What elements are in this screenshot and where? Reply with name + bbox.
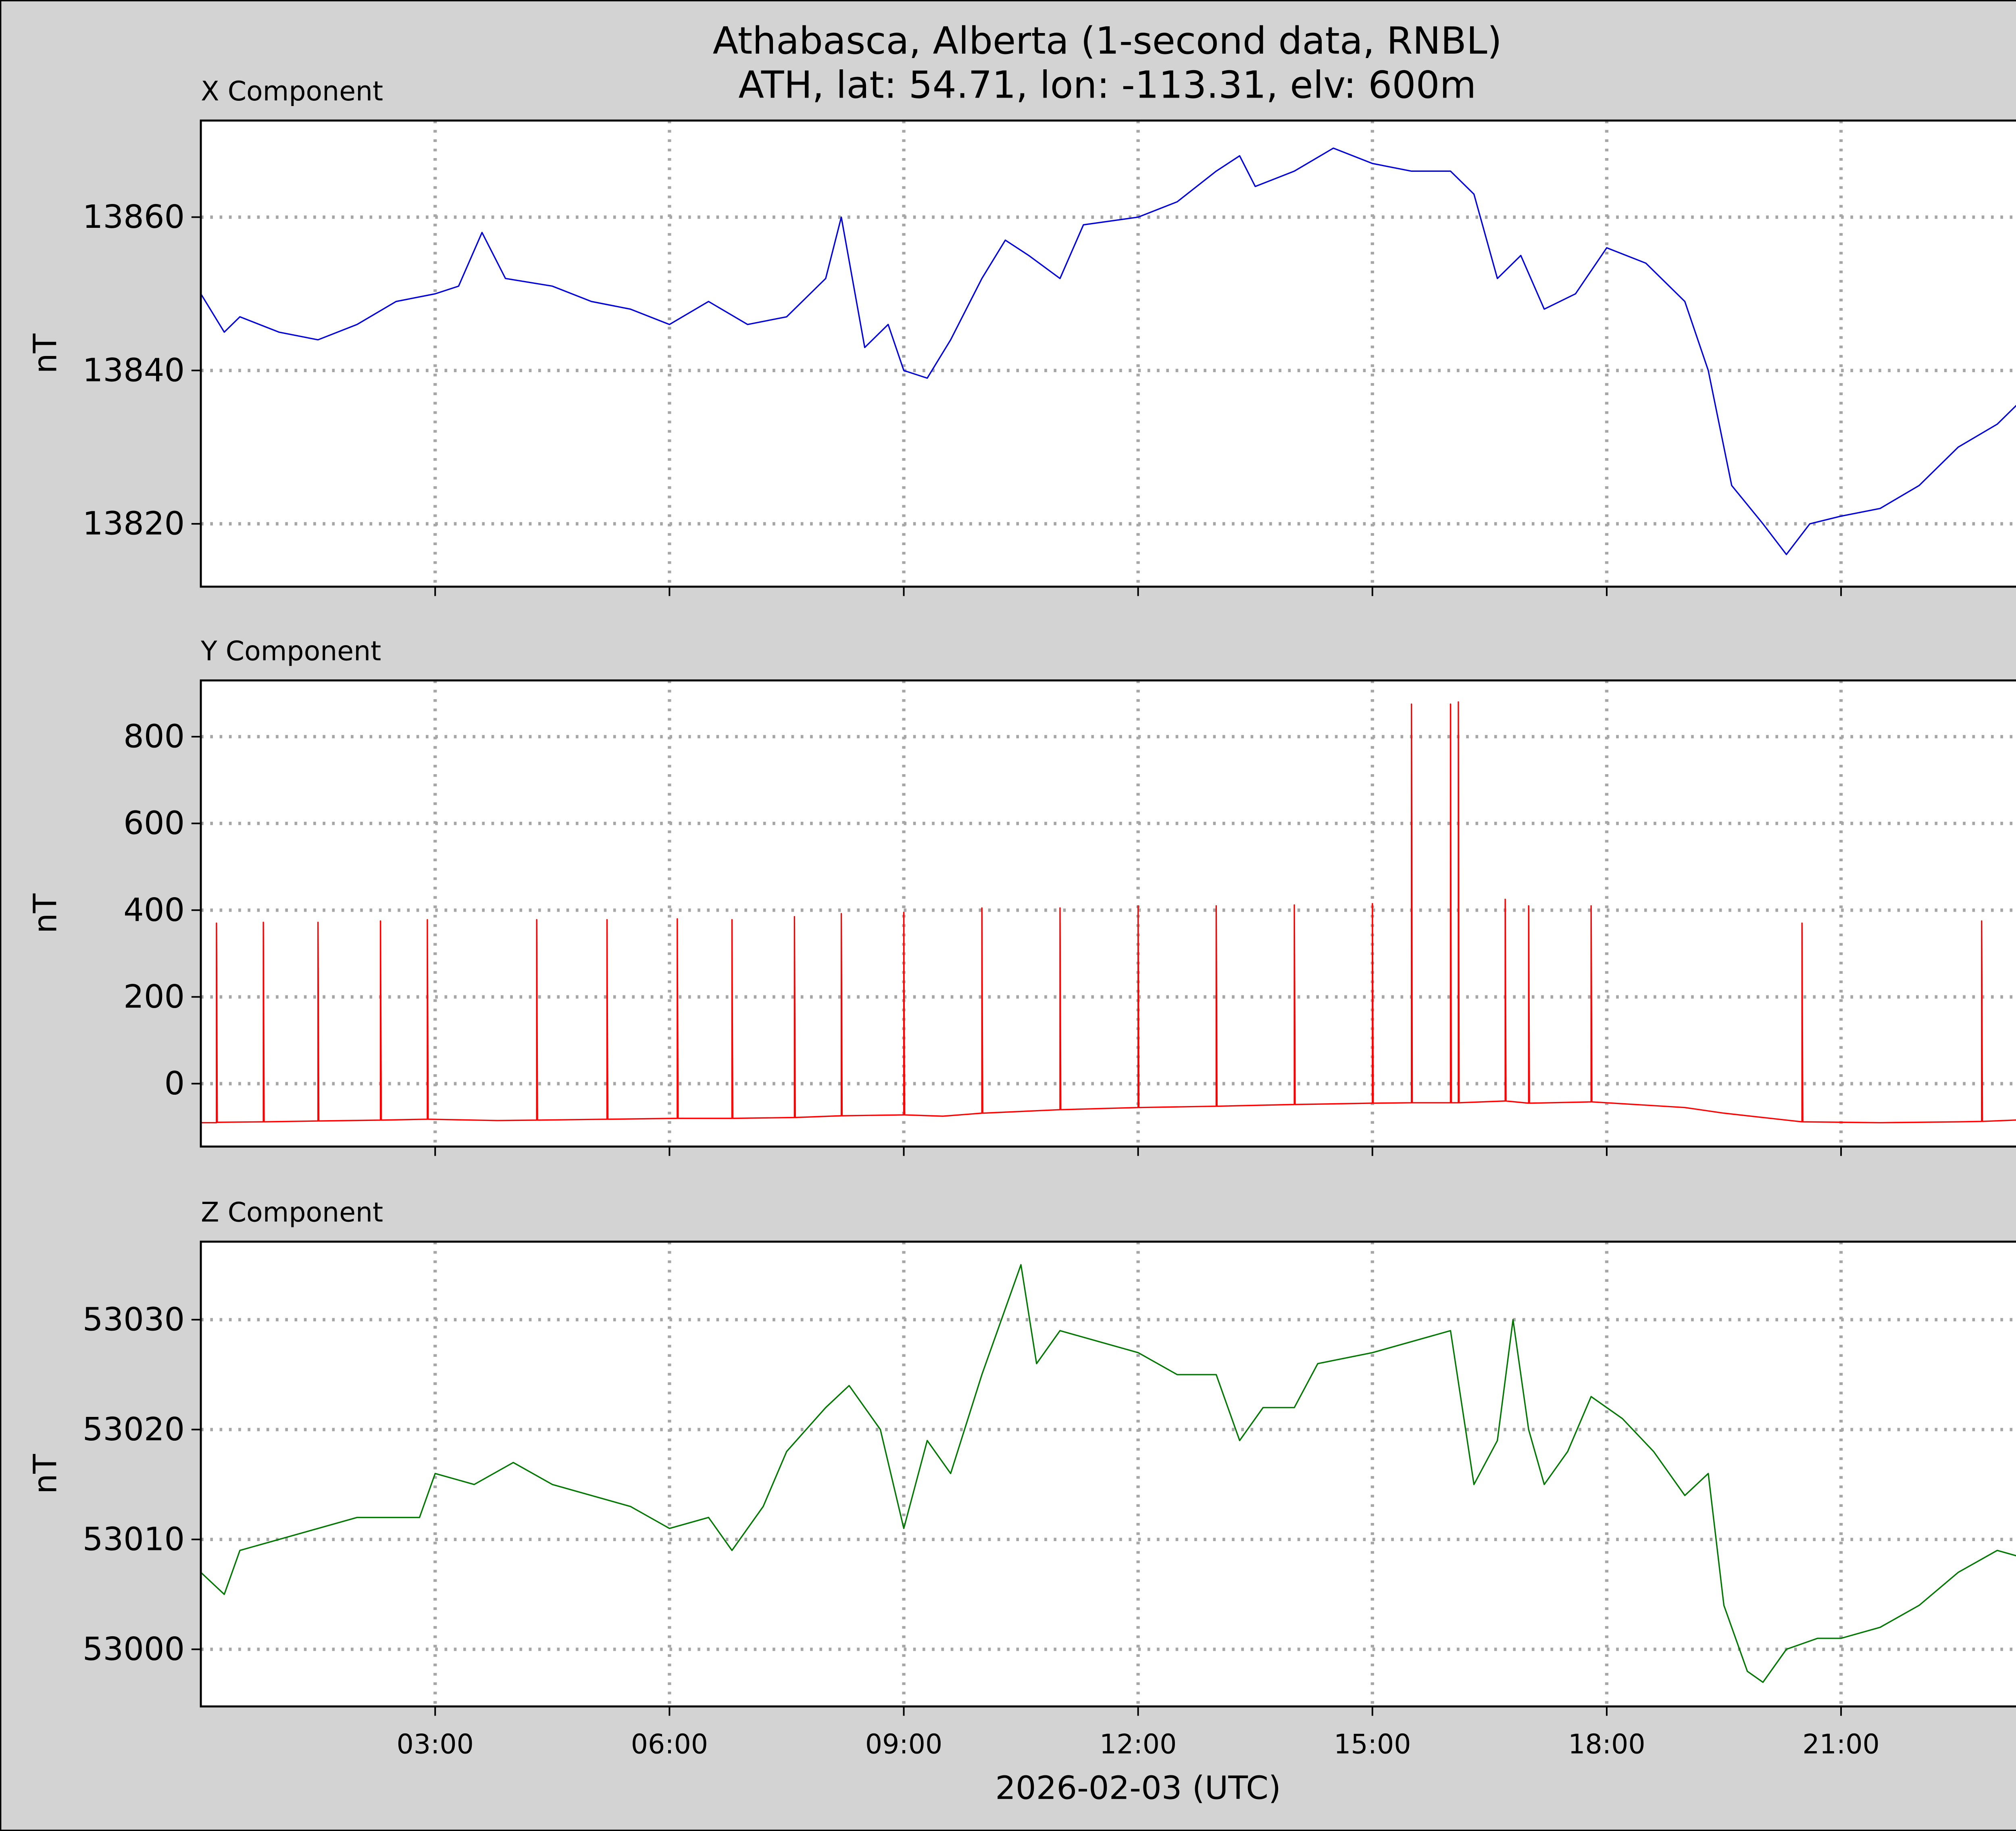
data-line <box>200 1264 2016 1683</box>
y-tick-label: 800 <box>123 718 185 755</box>
panel-title: X Component <box>201 75 383 107</box>
x-tick-label: 15:00 <box>1334 1728 1411 1760</box>
x-tick-label: 06:00 <box>631 1728 708 1760</box>
x-tick-label: 18:00 <box>1568 1728 1645 1760</box>
x-tick-label: 21:00 <box>1802 1728 1879 1760</box>
x-tick-label: 09:00 <box>865 1728 942 1760</box>
y-tick-label: 400 <box>123 891 185 929</box>
x-tick-label: 12:00 <box>1100 1728 1177 1760</box>
y-tick-label: 13820 <box>83 505 185 542</box>
x-tick-label: 03:00 <box>397 1728 474 1760</box>
y-tick-label: 13860 <box>83 198 185 235</box>
title-line-2: ATH, lat: 54.71, lon: -113.31, elv: 600m <box>738 63 1476 106</box>
panel-title: Y Component <box>200 635 381 667</box>
plot-area <box>201 1241 2016 1707</box>
y-tick-label: 600 <box>123 804 185 842</box>
y-tick-label: 53020 <box>83 1410 185 1448</box>
plot-frame <box>200 1240 2016 1708</box>
data-line <box>201 701 2016 1124</box>
plot-area <box>201 120 2016 587</box>
title-line-1: Athabasca, Alberta (1-second data, RNBL) <box>713 19 1502 62</box>
y-axis-label: nT <box>26 894 64 934</box>
y-axis-label: nT <box>26 1454 64 1494</box>
data-line <box>200 147 2016 555</box>
plot-frame <box>200 679 2016 1148</box>
y-tick-label: 200 <box>123 978 185 1015</box>
y-axis-label: nT <box>26 333 64 374</box>
y-tick-label: 0 <box>165 1064 185 1102</box>
y-tick-label: 53000 <box>83 1630 185 1668</box>
plot-area <box>201 680 2016 1147</box>
y-tick-label: 13840 <box>83 351 185 389</box>
x-axis-label: 2026-02-03 (UTC) <box>995 1769 1281 1806</box>
y-tick-label: 53030 <box>83 1300 185 1338</box>
y-tick-label: 53010 <box>83 1520 185 1558</box>
panel-title: Z Component <box>201 1197 383 1228</box>
plot-frame <box>200 119 2016 588</box>
